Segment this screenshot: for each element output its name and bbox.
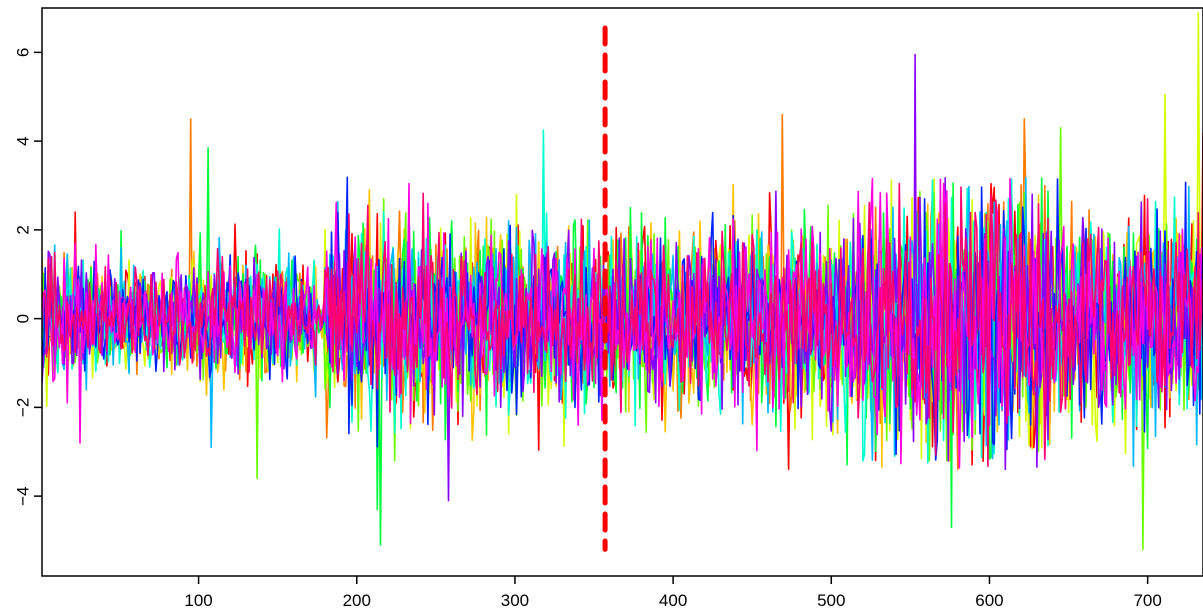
x-tick-label: 700 [1133, 591, 1161, 610]
y-tick-label: −2 [13, 398, 32, 417]
y-tick-label: 4 [13, 136, 32, 145]
series-line-12 [42, 182, 1203, 468]
x-tick-label: 600 [975, 591, 1003, 610]
y-tick-label: 6 [13, 48, 32, 57]
y-tick-label: 2 [13, 225, 32, 234]
x-tick-label: 100 [184, 591, 212, 610]
y-tick-label: −4 [13, 486, 32, 505]
x-tick-label: 400 [659, 591, 687, 610]
x-tick-label: 300 [501, 591, 529, 610]
x-tick-label: 200 [343, 591, 371, 610]
plot-frame [41, 7, 1203, 577]
y-tick-label: 0 [13, 314, 32, 323]
series-layer [42, 11, 1203, 551]
x-tick-label: 500 [817, 591, 845, 610]
axes-layer: 100 200 300 400 500 600 700 −4 −2 0 2 4 6 [13, 7, 1203, 610]
